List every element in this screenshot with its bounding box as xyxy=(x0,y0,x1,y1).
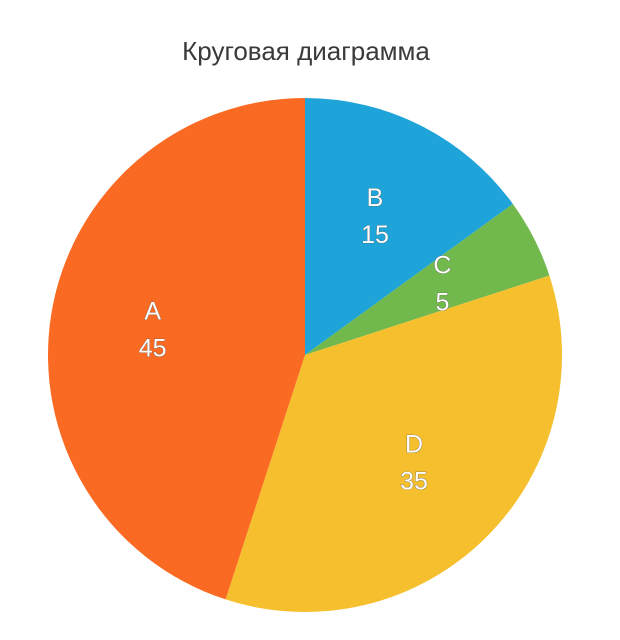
slice-value: 5 xyxy=(435,289,449,317)
slice-label: C xyxy=(433,252,451,280)
slice-label: B xyxy=(367,184,384,212)
pie-slice xyxy=(305,203,550,355)
pie xyxy=(48,98,562,612)
chart-title: Круговая диаграмма xyxy=(182,36,430,66)
slice-value: 45 xyxy=(139,334,167,362)
slice-label: A xyxy=(144,297,161,325)
pie-slice xyxy=(225,275,562,612)
pie-slice xyxy=(48,98,305,600)
labels: B 15 C 5 D 35 A 45 xyxy=(138,184,451,496)
slice-value: 35 xyxy=(400,468,428,496)
pie-slice xyxy=(305,98,513,355)
slice-value: 15 xyxy=(361,221,389,249)
slice-label: D xyxy=(405,431,423,459)
